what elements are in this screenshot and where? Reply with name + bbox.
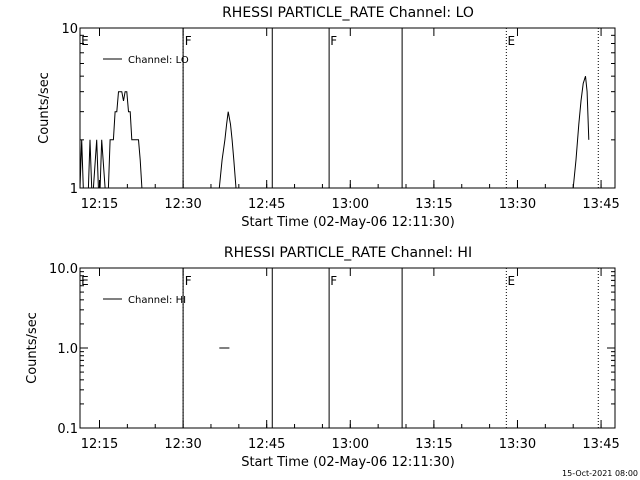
lo-event-marker: F bbox=[185, 34, 192, 48]
footer-timestamp: 15-Oct-2021 08:00 bbox=[562, 469, 638, 478]
hi-x-tick-label: 13:15 bbox=[415, 437, 452, 452]
hi-x-tick-label: 13:00 bbox=[332, 437, 369, 452]
lo-y-axis-label: Counts/sec bbox=[37, 72, 52, 144]
lo-x-tick-label: 13:30 bbox=[499, 197, 536, 212]
lo-x-tick-label: 13:45 bbox=[582, 197, 619, 212]
hi-y-axis-label: Counts/sec bbox=[25, 312, 40, 384]
hi-chart-title: RHESSI PARTICLE_RATE Channel: HI bbox=[224, 245, 472, 261]
hi-x-tick-label: 13:30 bbox=[499, 437, 536, 452]
lo-x-axis-label: Start Time (02-May-06 12:11:30) bbox=[241, 215, 455, 230]
lo-x-tick-label: 12:45 bbox=[248, 197, 285, 212]
hi-y-tick-label: 10.0 bbox=[49, 262, 78, 277]
lo-series-line bbox=[79, 91, 152, 189]
lo-chart-title: RHESSI PARTICLE_RATE Channel: LO bbox=[222, 5, 474, 21]
hi-event-marker: E bbox=[507, 274, 515, 288]
hi-x-tick-label: 12:15 bbox=[81, 437, 118, 452]
hi-x-tick-label: 12:45 bbox=[248, 437, 285, 452]
hi-legend-label: Channel: HI bbox=[128, 295, 186, 306]
lo-series-line bbox=[572, 76, 590, 189]
hi-y-tick-label: 0.1 bbox=[57, 422, 78, 437]
lo-event-marker: F bbox=[330, 34, 337, 48]
hi-x-tick-label: 12:30 bbox=[164, 437, 201, 452]
lo-series-line bbox=[216, 111, 238, 189]
hi-event-marker: F bbox=[185, 274, 192, 288]
lo-event-marker: E bbox=[81, 34, 89, 48]
lo-channel-panel: RHESSI PARTICLE_RATE Channel: LO Start T… bbox=[37, 5, 620, 230]
lo-x-tick-label: 12:15 bbox=[81, 197, 118, 212]
hi-y-tick-label: 1.0 bbox=[57, 342, 78, 357]
lo-plot-frame bbox=[79, 27, 616, 189]
lo-x-tick-label: 12:30 bbox=[164, 197, 201, 212]
hi-x-axis-label: Start Time (02-May-06 12:11:30) bbox=[241, 455, 455, 470]
lo-x-tick-label: 13:00 bbox=[332, 197, 369, 212]
lo-y-tick-label: 1 bbox=[70, 182, 78, 197]
hi-plot-frame bbox=[79, 267, 616, 429]
hi-event-marker: E bbox=[81, 274, 89, 288]
hi-event-marker: F bbox=[330, 274, 337, 288]
hi-channel-panel: RHESSI PARTICLE_RATE Channel: HI Start T… bbox=[25, 245, 620, 470]
lo-x-tick-label: 13:15 bbox=[415, 197, 452, 212]
lo-event-marker: E bbox=[507, 34, 515, 48]
lo-y-tick-label: 10 bbox=[61, 22, 78, 37]
lo-legend-label: Channel: LO bbox=[128, 55, 189, 66]
hi-x-tick-label: 13:45 bbox=[582, 437, 619, 452]
